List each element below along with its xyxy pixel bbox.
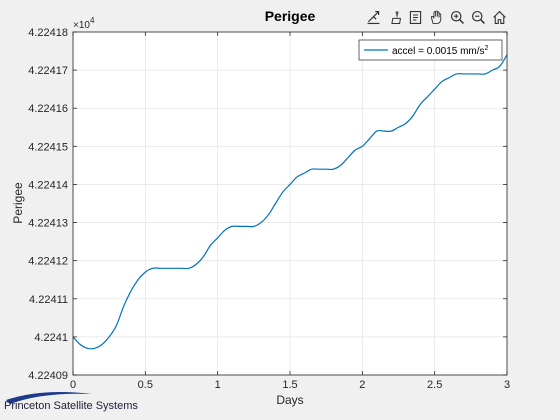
data-tips-icon [409,10,422,25]
legend-box [358,39,503,61]
chart-title: Perigee [265,8,316,24]
legend: accel = 0.0015 mm/s2 [358,39,503,61]
pss-logo [6,392,92,404]
zoom-out-icon [471,10,485,24]
x-tick-label: 0 [70,379,76,391]
y-tick-label: 4.22413 [28,218,68,230]
x-axis-label: Days [276,393,303,407]
series-line-perigee [72,54,508,350]
logo-text: Princeton Satellite Systems [4,400,138,412]
home-icon [493,10,506,25]
pan-hand-icon [430,10,442,24]
y-tick-label: 4.22416 [28,103,68,115]
home-button[interactable] [490,8,509,27]
brush-icon [391,11,402,24]
y-tick-label: 4.22415 [28,141,68,153]
axis-ticks: 0 0.5 1 1.5 2 2.5 3 4.22409 4.2241 4.22411 4.22412… [28,27,510,391]
x-tick-label: 1 [215,379,221,391]
brush-button[interactable] [385,8,404,27]
axes-toolbar [364,8,509,27]
zoom-in-button[interactable] [448,8,467,27]
y-tick-label: 4.2241 [34,332,68,344]
y-exponent-label: ×104 [73,16,95,31]
y-tick-label: 4.22417 [28,65,68,77]
x-tick-label: 3 [504,379,510,391]
data-tips-button[interactable] [406,8,425,27]
export-icon [367,10,380,25]
x-tick-label: 2 [359,379,365,391]
y-tick-label: 4.22409 [28,370,68,382]
x-tick-label: 0.5 [138,379,153,391]
y-tick-label: 4.22418 [28,27,68,39]
y-axis-label: Perigee [11,182,25,224]
plot-area [72,54,508,350]
zoom-out-button[interactable] [469,8,488,27]
y-tick-label: 4.22411 [29,294,68,306]
zoom-in-icon [450,10,464,24]
pan-button[interactable] [427,8,446,27]
y-tick-label: 4.22412 [28,256,68,268]
x-tick-label: 2.5 [427,379,442,391]
logo-swoosh [6,392,92,404]
export-button[interactable] [364,8,383,27]
x-tick-label: 1.5 [282,379,297,391]
y-tick-label: 4.22414 [28,179,68,191]
legend-entry-label: accel = 0.0015 mm/s2 [392,45,489,57]
